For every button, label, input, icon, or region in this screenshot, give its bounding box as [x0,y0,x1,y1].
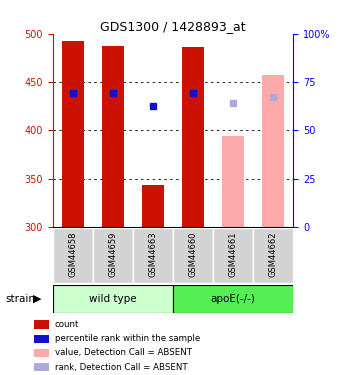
Text: GSM44659: GSM44659 [108,232,117,277]
Text: ▶: ▶ [33,294,42,304]
Bar [102,46,124,227]
Text: GSM44660: GSM44660 [189,231,197,277]
Text: GSM44663: GSM44663 [149,231,158,277]
Bar [213,228,253,283]
Bar [173,285,293,313]
Bar [62,40,84,227]
Text: GSM44662: GSM44662 [269,231,278,277]
Bar [262,75,284,227]
Text: GSM44658: GSM44658 [69,231,77,277]
Bar [222,136,244,227]
Bar [53,228,93,283]
Bar [173,228,213,283]
Title: GDS1300 / 1428893_at: GDS1300 / 1428893_at [100,20,246,33]
Bar [253,228,293,283]
Text: rank, Detection Call = ABSENT: rank, Detection Call = ABSENT [55,363,187,372]
Text: strain: strain [5,294,35,304]
Bar [182,47,204,227]
Text: apoE(-/-): apoE(-/-) [211,294,256,304]
Text: wild type: wild type [89,294,137,304]
Text: count: count [55,320,79,329]
Bar [133,228,173,283]
Text: percentile rank within the sample: percentile rank within the sample [55,334,200,343]
Text: value, Detection Call = ABSENT: value, Detection Call = ABSENT [55,348,192,357]
Bar [93,228,133,283]
Text: GSM44661: GSM44661 [229,231,238,277]
Bar [142,185,164,227]
Bar [53,285,173,313]
